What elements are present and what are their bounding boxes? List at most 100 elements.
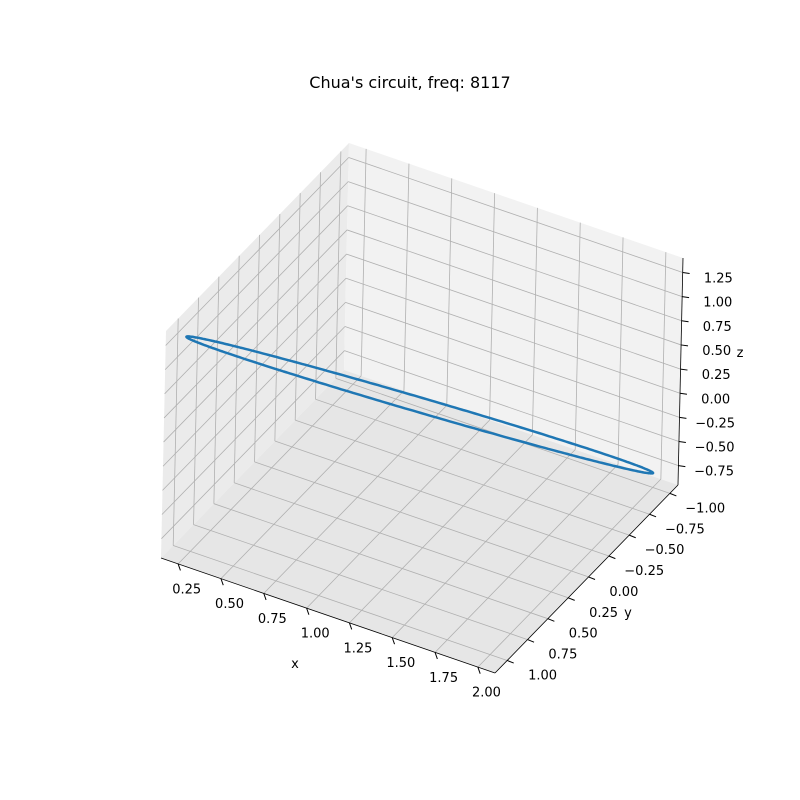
x-tick-tick	[434, 652, 438, 660]
series-line	[185, 335, 655, 475]
z-axis-label: z	[737, 346, 744, 361]
grid-line-y-side	[294, 193, 301, 421]
grid-line-y-floor	[254, 461, 589, 578]
y-tick-tick	[527, 639, 535, 643]
y-tick-tick	[649, 513, 657, 518]
grid-line-y-side	[315, 172, 321, 400]
grid-line-z-side	[162, 302, 346, 491]
y-tick-label: 0.25	[589, 606, 618, 621]
y-tick-label: 0.75	[548, 648, 577, 663]
grid-line-z-side	[163, 253, 347, 443]
grid-line-z-side	[165, 157, 349, 346]
z-tick-label: 0.25	[702, 368, 731, 383]
grid-line-y-floor	[315, 398, 650, 515]
grid-line-x-floor	[220, 390, 405, 579]
grid-line-y-floor	[173, 545, 508, 661]
axis-lines	[160, 257, 684, 674]
grid-line-y-side	[213, 276, 220, 504]
grid-line-x-back	[489, 193, 495, 421]
y-tick-tick	[507, 660, 514, 664]
axis-labels: x y z	[291, 346, 743, 672]
x-tick-tick	[477, 666, 481, 674]
grid-line-y-side	[254, 234, 260, 462]
z-tick-tick	[678, 465, 686, 468]
grid-line-z-back	[345, 302, 680, 418]
x-tick-label: 0.50	[215, 597, 244, 612]
grid-line-z-back	[347, 205, 682, 322]
grid-line-z-side	[162, 277, 347, 467]
grid-line-z-side	[161, 326, 346, 515]
y-tick-tick	[669, 492, 677, 497]
grid-line-x-floor	[477, 478, 662, 668]
y-tick-label: −0.50	[645, 543, 685, 558]
x-axis-label: x	[291, 657, 299, 672]
y-tick-label: −0.25	[624, 564, 664, 579]
x-tick-tick	[177, 563, 181, 571]
grid-line-x-floor	[434, 464, 619, 653]
grid-line-z-back	[344, 350, 679, 467]
x-axis-line	[160, 557, 496, 674]
grid-line-z-back	[346, 253, 681, 370]
z-tick-label: −0.75	[694, 465, 734, 480]
grid-line-y-side	[335, 151, 342, 379]
x-tick-label: 0.25	[172, 582, 201, 597]
grid-line-x-floor	[391, 449, 576, 638]
z-tick-tick	[679, 392, 688, 395]
grid-line-x-back	[403, 163, 410, 391]
grid-line-x-floor	[306, 419, 490, 609]
pane-z	[161, 370, 678, 673]
grid-line-z-back	[344, 326, 680, 442]
grid-line-z-side	[163, 229, 348, 419]
y-tick-tick	[568, 597, 575, 601]
x-tick-tick	[348, 622, 353, 630]
y-tick-tick	[608, 555, 616, 560]
x-tick-label: 2.00	[472, 686, 501, 701]
grid-line-x-floor	[263, 405, 448, 594]
grid-line-z-side	[164, 205, 348, 395]
x-tick-tick	[391, 637, 396, 645]
z-axis-line	[677, 257, 684, 486]
y-tick-label: 0.50	[569, 627, 598, 642]
z-tick-label: −0.50	[695, 441, 735, 456]
tick-labels: 0.25 0.50 0.75 1.00 1.25 1.50 1.75 2.00 −1.00 −0.…	[172, 272, 735, 701]
z-tick-label: 0.50	[702, 344, 731, 359]
z-tick-tick	[678, 441, 686, 444]
grid-line-y-floor	[193, 524, 528, 640]
x-tick-label: 1.25	[344, 641, 373, 656]
y-tick-label: 1.00	[528, 669, 557, 684]
z-tick-tick	[681, 344, 689, 347]
z-tick-tick	[680, 368, 688, 371]
z-tick-tick	[682, 271, 690, 274]
z-tick-label: −0.25	[695, 416, 735, 431]
y-axis-label: y	[624, 606, 632, 621]
grid-line-y-side	[193, 297, 199, 525]
z-tick-tick	[679, 416, 687, 419]
z-tick-label: 0.75	[703, 320, 732, 335]
z-tick-tick	[681, 320, 689, 323]
grid-line-y-side	[172, 318, 179, 546]
y-tick-tick	[629, 534, 636, 539]
grid-line-x-back	[360, 148, 367, 376]
grid-line-x-floor	[349, 434, 533, 624]
grid-line-x-back	[660, 252, 667, 480]
y-tick-label: −0.75	[665, 522, 705, 537]
x-tick-label: 1.75	[429, 671, 458, 686]
y-tick-label: 0.00	[609, 585, 638, 600]
z-tick-label: 1.25	[704, 272, 733, 287]
chart-title: Chua's circuit, freq: 8117	[309, 73, 510, 92]
z-tick-tick	[682, 296, 690, 299]
grid-line-x-back	[532, 207, 538, 435]
y-axis-line	[494, 484, 679, 674]
x-tick-label: 1.00	[301, 627, 330, 642]
grid-line-x-back	[446, 178, 453, 406]
grid-line-x-back	[574, 222, 581, 450]
x-tick-label: 1.50	[386, 656, 415, 671]
x-tick-tick	[263, 593, 267, 601]
x-tick-tick	[306, 607, 310, 615]
grid-line-z-back	[346, 229, 682, 346]
grid-line-y-side	[274, 214, 281, 442]
grid-line-y-floor	[274, 440, 609, 557]
pane-y	[344, 143, 683, 485]
grid-line-y-side	[233, 255, 240, 483]
